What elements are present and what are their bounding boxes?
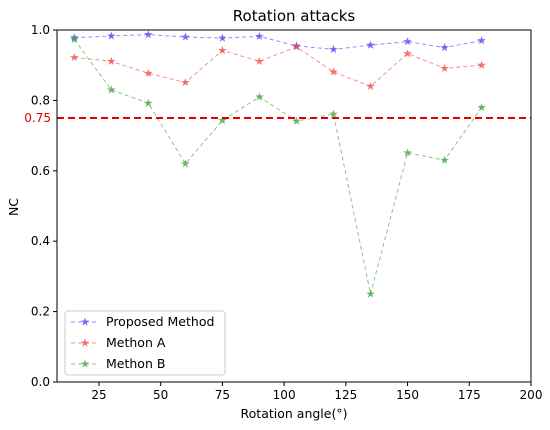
- data-point-marker: [292, 42, 301, 51]
- data-point-marker: [477, 60, 486, 69]
- data-point-marker: [366, 289, 375, 298]
- legend-marker: [80, 317, 90, 326]
- y-axis-label: NC: [6, 198, 21, 216]
- x-axis-label: Rotation angle(°): [241, 406, 348, 421]
- threshold-label: 0.75: [24, 111, 51, 125]
- y-tick-label: 0.4: [31, 234, 50, 248]
- series-line-1: [74, 34, 482, 50]
- y-tick-label: 0.8: [31, 93, 50, 107]
- legend-label: Methon B: [106, 356, 165, 371]
- data-point-marker: [181, 159, 190, 168]
- legend-marker: [80, 359, 90, 368]
- data-point-marker: [255, 56, 264, 65]
- x-tick-label: 175: [458, 388, 481, 402]
- data-point-marker: [329, 44, 338, 53]
- data-point-marker: [477, 36, 486, 45]
- data-point-marker: [366, 40, 375, 49]
- data-point-marker: [144, 30, 153, 39]
- series-line-3: [73, 39, 483, 295]
- x-tick-label: 50: [153, 388, 168, 402]
- legend: Proposed Method Methon A Methon B: [64, 310, 226, 376]
- legend-box: [64, 310, 226, 376]
- data-point-marker: [329, 67, 338, 76]
- data-point-marker: [255, 31, 264, 40]
- legend-marker: [80, 338, 90, 347]
- data-point-marker: [477, 102, 486, 112]
- y-tick-label: 0.0: [31, 375, 50, 389]
- data-point-marker: [366, 81, 375, 90]
- x-tick-label: 75: [215, 388, 230, 402]
- data-point-marker: [440, 63, 449, 73]
- data-point-marker: [218, 45, 227, 55]
- data-point-marker: [255, 92, 264, 101]
- x-tick-label: 200: [520, 388, 543, 402]
- data-point-marker: [107, 56, 116, 65]
- data-point-marker: [70, 52, 79, 62]
- data-point-marker: [440, 155, 449, 164]
- x-tick-label: 150: [396, 388, 419, 402]
- data-point-marker: [218, 33, 227, 42]
- series-line-2: [74, 46, 482, 87]
- y-tick-label: 1.0: [31, 23, 50, 37]
- data-point-marker: [181, 77, 190, 87]
- data-point-marker: [440, 43, 449, 52]
- chart-title: Rotation attacks: [233, 7, 356, 25]
- data-point-marker: [329, 109, 338, 118]
- data-point-marker: [70, 35, 79, 44]
- data-point-marker: [403, 49, 412, 58]
- data-point-marker: [107, 85, 116, 94]
- data-point-marker: [403, 37, 412, 46]
- legend-label: Proposed Method: [106, 314, 214, 329]
- legend-label: Methon A: [106, 335, 166, 350]
- data-point-marker: [181, 32, 190, 41]
- data-point-marker: [292, 116, 301, 125]
- data-point-marker: [144, 68, 153, 77]
- y-tick-label: 0.6: [31, 164, 50, 178]
- data-point-marker: [107, 31, 116, 40]
- y-tick-label: 0.2: [31, 305, 50, 319]
- plot-frame: [56, 29, 532, 383]
- x-tick-label: 100: [273, 388, 296, 402]
- x-tick-label: 25: [91, 388, 106, 402]
- plot-area: 25 50 75 100 125 150 175 200 0.0 0.2 0.4 0.6 0.8 1.0 0…: [24, 23, 542, 402]
- data-point-marker: [144, 98, 153, 107]
- x-tick-label: 125: [334, 388, 357, 402]
- data-point-marker: [403, 148, 412, 157]
- data-point-marker: [218, 115, 227, 125]
